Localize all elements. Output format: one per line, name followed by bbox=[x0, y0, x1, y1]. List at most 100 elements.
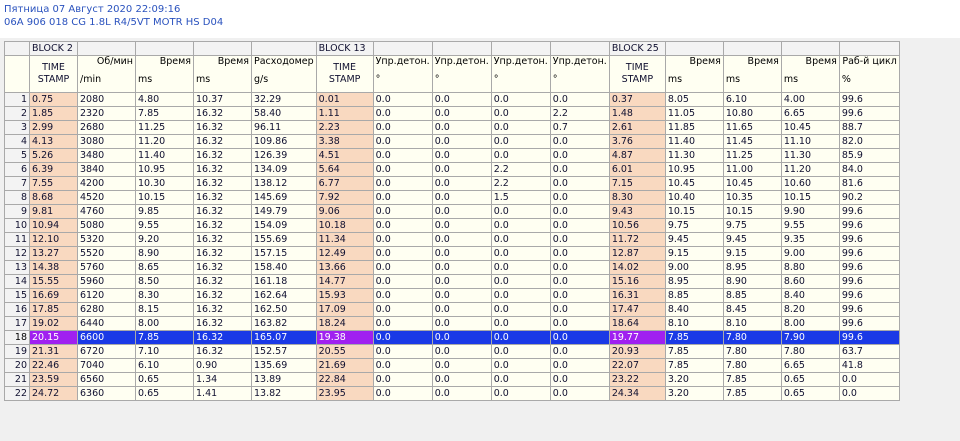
value-cell[interactable]: 11.20 bbox=[780, 162, 840, 177]
value-cell[interactable]: 16.32 bbox=[193, 232, 252, 247]
value-cell[interactable]: 8.60 bbox=[780, 274, 840, 289]
timestamp-cell[interactable]: 23.95 bbox=[315, 386, 374, 401]
value-cell[interactable]: 8.40 bbox=[780, 288, 840, 303]
value-cell[interactable]: 10.60 bbox=[780, 176, 840, 191]
value-cell[interactable]: 0.0 bbox=[549, 232, 610, 247]
value-cell[interactable]: 16.32 bbox=[193, 274, 252, 289]
timestamp-cell[interactable]: 12.10 bbox=[29, 232, 78, 247]
timestamp-cell[interactable]: 14.38 bbox=[29, 260, 78, 275]
value-cell[interactable]: 90.2 bbox=[838, 190, 900, 205]
timestamp-cell[interactable]: 10.94 bbox=[29, 218, 78, 233]
value-cell[interactable]: 8.30 bbox=[135, 288, 194, 303]
value-cell[interactable]: 7.85 bbox=[664, 358, 724, 373]
value-cell[interactable]: 6.65 bbox=[780, 358, 840, 373]
value-cell[interactable]: 9.55 bbox=[135, 218, 194, 233]
table-row[interactable]: 3 2.99 2680 11.25 16.32 96.11 2.23 0.0 0.0 0.0 0.7… bbox=[4, 120, 900, 135]
timestamp-cell[interactable]: 6.39 bbox=[29, 162, 78, 177]
value-cell[interactable]: 10.15 bbox=[780, 190, 840, 205]
value-cell[interactable]: 0.0 bbox=[431, 120, 492, 135]
value-cell[interactable]: 7.80 bbox=[722, 358, 782, 373]
value-cell[interactable]: 10.30 bbox=[135, 176, 194, 191]
value-cell[interactable]: 16.32 bbox=[193, 134, 252, 149]
timestamp-cell[interactable]: 4.87 bbox=[608, 148, 666, 163]
timestamp-cell[interactable]: 13.66 bbox=[315, 260, 374, 275]
value-cell[interactable]: 157.15 bbox=[251, 246, 317, 261]
value-cell[interactable]: 99.6 bbox=[838, 330, 900, 345]
table-row[interactable]: 2 1.85 2320 7.85 16.32 58.40 1.11 0.0 0.0 0.0 2.2 1… bbox=[4, 106, 900, 121]
value-cell[interactable]: 0.0 bbox=[431, 316, 492, 331]
value-cell[interactable]: 0.0 bbox=[490, 316, 551, 331]
value-cell[interactable]: 0.0 bbox=[431, 246, 492, 261]
value-cell[interactable]: 16.32 bbox=[193, 162, 252, 177]
value-cell[interactable]: 0.0 bbox=[372, 204, 433, 219]
value-cell[interactable]: 4.80 bbox=[135, 92, 194, 107]
value-cell[interactable]: 63.7 bbox=[838, 344, 900, 359]
value-cell[interactable]: 4520 bbox=[77, 190, 136, 205]
timestamp-cell[interactable]: 15.55 bbox=[29, 274, 78, 289]
timestamp-cell[interactable]: 3.76 bbox=[608, 134, 666, 149]
value-cell[interactable]: 99.6 bbox=[838, 274, 900, 289]
value-cell[interactable]: 0.0 bbox=[431, 274, 492, 289]
value-cell[interactable]: 2320 bbox=[77, 106, 136, 121]
value-cell[interactable]: 8.45 bbox=[722, 302, 782, 317]
timestamp-cell[interactable]: 1.48 bbox=[608, 106, 666, 121]
row-number[interactable]: 8 bbox=[4, 190, 30, 205]
value-cell[interactable]: 6720 bbox=[77, 344, 136, 359]
value-cell[interactable]: 11.05 bbox=[664, 106, 724, 121]
value-cell[interactable]: 11.45 bbox=[722, 134, 782, 149]
table-row[interactable]: 14 15.55 5960 8.50 16.32 161.18 14.77 0.0 0.0 0.0… bbox=[4, 274, 900, 289]
value-cell[interactable]: 9.85 bbox=[135, 204, 194, 219]
value-cell[interactable]: 0.0 bbox=[490, 204, 551, 219]
value-cell[interactable]: 138.12 bbox=[251, 176, 317, 191]
value-cell[interactable]: 4.00 bbox=[780, 92, 840, 107]
row-number[interactable]: 3 bbox=[4, 120, 30, 135]
value-cell[interactable]: 82.0 bbox=[838, 134, 900, 149]
value-cell[interactable]: 0.0 bbox=[431, 218, 492, 233]
timestamp-cell[interactable]: 20.15 bbox=[29, 330, 78, 345]
value-cell[interactable]: 0.0 bbox=[549, 358, 610, 373]
value-cell[interactable]: 11.65 bbox=[722, 120, 782, 135]
value-cell[interactable]: 2.2 bbox=[549, 106, 610, 121]
row-number[interactable]: 4 bbox=[4, 134, 30, 149]
value-cell[interactable]: 0.0 bbox=[549, 190, 610, 205]
value-cell[interactable]: 13.89 bbox=[251, 372, 317, 387]
value-cell[interactable]: 11.40 bbox=[664, 134, 724, 149]
value-cell[interactable]: 96.11 bbox=[251, 120, 317, 135]
value-cell[interactable]: 1.34 bbox=[193, 372, 252, 387]
value-cell[interactable]: 10.15 bbox=[135, 190, 194, 205]
value-cell[interactable]: 6120 bbox=[77, 288, 136, 303]
value-cell[interactable]: 0.0 bbox=[372, 246, 433, 261]
value-cell[interactable]: 10.37 bbox=[193, 92, 252, 107]
table-row[interactable]: 21 23.59 6560 0.65 1.34 13.89 22.84 0.0 0.0 0.0 0.… bbox=[4, 372, 900, 387]
timestamp-cell[interactable]: 19.38 bbox=[315, 330, 374, 345]
row-number[interactable]: 2 bbox=[4, 106, 30, 121]
timestamp-cell[interactable]: 18.64 bbox=[608, 316, 666, 331]
value-cell[interactable]: 7.85 bbox=[722, 372, 782, 387]
value-cell[interactable]: 0.0 bbox=[549, 274, 610, 289]
table-row[interactable]: 5 5.26 3480 11.40 16.32 126.39 4.51 0.0 0.0 0.0 0.… bbox=[4, 148, 900, 163]
timestamp-cell[interactable]: 5.26 bbox=[29, 148, 78, 163]
value-cell[interactable]: 0.0 bbox=[372, 274, 433, 289]
value-cell[interactable]: 81.6 bbox=[838, 176, 900, 191]
value-cell[interactable]: 0.0 bbox=[490, 386, 551, 401]
value-cell[interactable]: 163.82 bbox=[251, 316, 317, 331]
value-cell[interactable]: 0.0 bbox=[549, 260, 610, 275]
value-cell[interactable]: 9.15 bbox=[664, 246, 724, 261]
value-cell[interactable]: 16.32 bbox=[193, 316, 252, 331]
value-cell[interactable]: 0.0 bbox=[838, 372, 900, 387]
value-cell[interactable]: 0.0 bbox=[490, 302, 551, 317]
value-cell[interactable]: 16.32 bbox=[193, 302, 252, 317]
value-cell[interactable]: 10.45 bbox=[780, 120, 840, 135]
value-cell[interactable]: 9.75 bbox=[722, 218, 782, 233]
value-cell[interactable]: 0.90 bbox=[193, 358, 252, 373]
timestamp-cell[interactable]: 11.34 bbox=[315, 232, 374, 247]
value-cell[interactable]: 16.32 bbox=[193, 190, 252, 205]
value-cell[interactable]: 0.0 bbox=[490, 330, 551, 345]
value-cell[interactable]: 11.25 bbox=[135, 120, 194, 135]
value-cell[interactable]: 7.80 bbox=[722, 330, 782, 345]
value-cell[interactable]: 0.0 bbox=[549, 176, 610, 191]
value-cell[interactable]: 0.0 bbox=[431, 372, 492, 387]
value-cell[interactable]: 9.45 bbox=[664, 232, 724, 247]
value-cell[interactable]: 10.80 bbox=[722, 106, 782, 121]
value-cell[interactable]: 7.85 bbox=[664, 344, 724, 359]
